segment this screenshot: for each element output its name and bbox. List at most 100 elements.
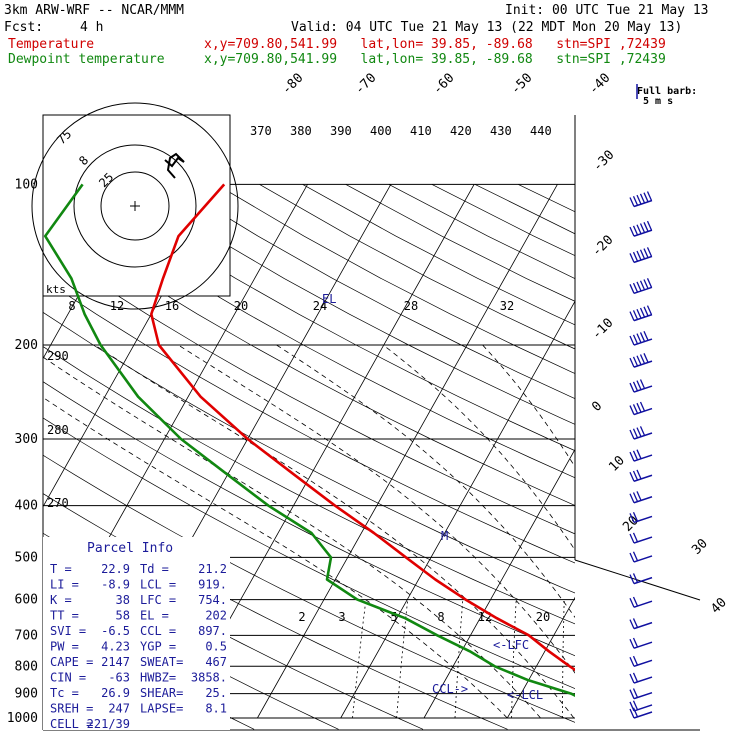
wind-barb-flag [629,405,635,415]
wind-barb-flag [643,353,649,363]
wind-barb-flag [632,707,639,718]
parcel-info-key: PW = [50,640,79,654]
wind-barb [629,469,653,482]
hodograph-scale-label: 12 [110,299,124,313]
parcel-info-value: 3858. [191,671,227,685]
wind-barb-flag [629,311,635,321]
theta-left-label: 270 [47,496,69,510]
wind-barb-flag [629,493,635,504]
wind-barb-flag [629,429,635,440]
parcel-info-key: YGP = [140,640,176,654]
parcel-info-value: -8.9 [101,578,130,592]
theta-label: 420 [450,124,472,138]
hodograph-scale-label: 32 [500,299,514,313]
parcel-info-key: LAPSE= [140,702,183,716]
wind-barb-flag [632,251,639,262]
wind-barb-flag [636,449,642,459]
pressure-tick-label: 400 [15,499,38,514]
wind-barb-flag [632,573,639,583]
theta-left-label: 280 [47,423,69,437]
hodograph-scale-label: 16 [165,299,179,313]
parcel-info-value: 897. [198,624,227,638]
wind-barb-flag [632,596,639,607]
parcel-info-value: 26.9 [101,686,130,700]
parcel-info-key: SREH = [50,702,93,716]
wind-barbs: Full barb:5 m s [629,84,697,719]
parcel-info-panel: M EL <-LFC CCL-> <-LCL Parcel Info T = 22.9 Td =… [43,292,543,731]
parcel-info-value: 221/39 [87,717,130,731]
isotherm-label: -60 [430,71,457,98]
parcel-info-key: CAPE = [50,655,93,669]
isotherm-line [591,184,740,718]
wind-barb [629,191,653,208]
wind-barb-flag [632,511,639,522]
parcel-info-value: 919. [198,578,227,592]
isotherm-line [340,300,575,719]
dry-adiabat [43,381,575,657]
wind-barb-flag [646,247,653,257]
dry-adiabat [216,184,575,374]
parcel-info-background [43,537,230,730]
wind-barb-flag [632,532,639,543]
isotherm-line [674,184,740,718]
theta-label: 410 [410,124,432,138]
model-title: 3km ARW-WRF -- NCAR/MMM [4,3,185,18]
parcel-info-key: K = [50,593,72,607]
parcel-info-value: 8.1 [205,702,227,716]
parcel-level-label: <-LCL [507,688,543,702]
theta-label: 380 [290,124,312,138]
wind-barb-flag [636,308,642,319]
pressure-tick-label: 1000 [7,711,38,726]
isotherm-label: -70 [352,71,379,98]
wind-barb-flag [632,618,639,628]
pressure-tick-label: 500 [15,550,38,565]
wind-barb-flag [636,224,642,234]
wind-barb-flag [639,379,646,389]
hodograph-scale-label: 28 [404,299,418,313]
wind-barb-flag [643,192,649,202]
wind-barb-flag [629,657,635,667]
wind-barb-flag [636,194,642,205]
parcel-info-key: LCL = [140,578,176,592]
theta-label: 400 [370,124,392,138]
pressure-tick-label: 100 [15,177,38,192]
parcel-info-value: 22.9 [101,562,130,576]
wind-barb-flag [629,382,635,393]
temperature-station-info: x,y=709.80,541.99 lat,lon= 39.85, -89.68… [204,37,666,52]
wind-barb-flag [632,492,639,502]
parcel-info-value: 4.23 [101,640,130,654]
isotherm-line [257,184,558,719]
wind-barb-flag [629,619,635,629]
temperature-legend: Temperature [8,37,95,52]
wind-barb [629,688,653,700]
hodograph-ring [73,144,197,268]
wind-barb-flag [632,196,639,206]
hodograph-scale-label: 20 [234,299,248,313]
wind-barb-flag [636,427,642,437]
theta-label: 370 [250,124,272,138]
mixing-ratio-line [628,600,630,718]
mixing-ratio-line [352,599,367,719]
moist-adiabat [94,344,575,719]
dewpoint-legend: Dewpoint temperature [8,52,165,67]
theta-label: 440 [530,124,552,138]
wind-barb-flag [632,428,639,439]
parcel-info-key: CELL = [50,717,93,731]
wind-barb-flag [629,552,635,563]
wind-barb-flag [629,284,635,294]
wind-barb-flag [629,253,635,263]
parcel-level-label: EL [322,292,336,306]
wind-barb [629,511,653,524]
wind-barb-flag [646,191,653,201]
parcel-info-value: -6.5 [101,624,130,638]
wind-barb-flag [629,708,635,719]
wind-barb [629,305,653,322]
parcel-info-key: Tc = [50,686,79,700]
dry-adiabat [86,184,575,452]
wind-barb [629,596,653,608]
wind-barb [629,700,653,712]
wind-barb-flag [629,638,635,649]
wind-barb-flag [643,279,649,289]
moist-adiabat [276,344,575,619]
